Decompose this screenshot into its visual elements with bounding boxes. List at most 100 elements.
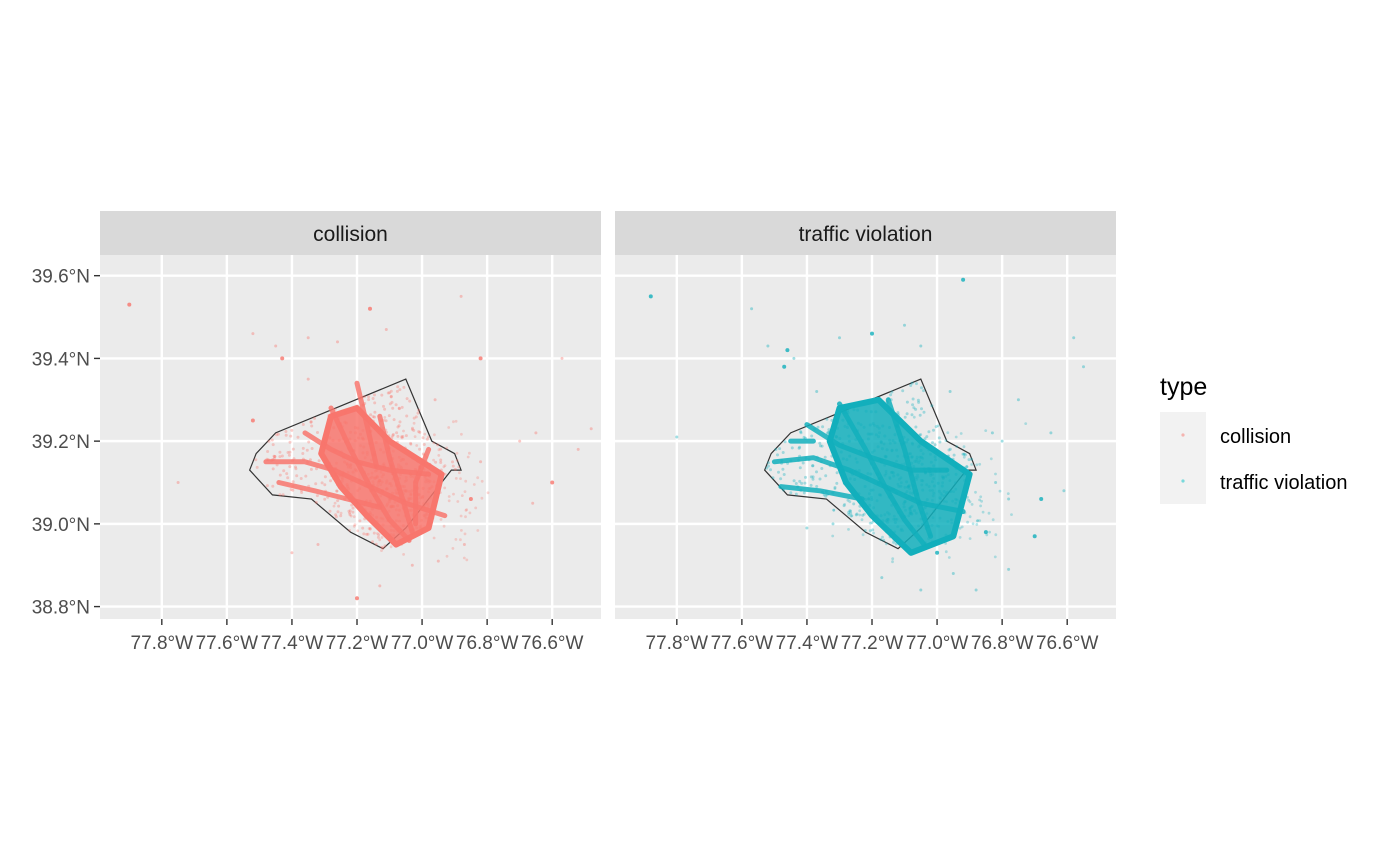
point bbox=[439, 461, 443, 464]
legend-label-traffic-violation: traffic violation bbox=[1220, 472, 1347, 494]
point bbox=[267, 439, 271, 443]
point bbox=[413, 487, 417, 491]
outlier-point bbox=[1049, 431, 1053, 435]
point bbox=[362, 403, 365, 407]
point bbox=[265, 457, 269, 461]
point bbox=[349, 430, 352, 434]
point bbox=[282, 469, 286, 473]
point bbox=[422, 514, 426, 517]
point bbox=[774, 448, 778, 451]
point bbox=[381, 517, 385, 521]
point bbox=[314, 500, 318, 504]
point bbox=[854, 469, 858, 473]
point bbox=[393, 495, 396, 499]
point bbox=[370, 458, 373, 462]
point bbox=[412, 428, 416, 432]
point bbox=[402, 385, 406, 389]
point bbox=[869, 462, 873, 466]
point bbox=[869, 488, 873, 492]
point bbox=[883, 434, 887, 438]
point bbox=[932, 477, 936, 480]
point bbox=[780, 459, 784, 462]
point bbox=[933, 540, 937, 544]
point bbox=[443, 486, 447, 490]
point bbox=[353, 431, 357, 435]
point bbox=[412, 519, 416, 522]
point bbox=[348, 463, 352, 467]
point bbox=[392, 418, 396, 422]
point bbox=[415, 444, 419, 447]
x-tick-label-5: 76.8°W bbox=[971, 633, 1034, 654]
point bbox=[954, 497, 958, 501]
point bbox=[841, 469, 845, 473]
point bbox=[412, 515, 416, 519]
point bbox=[323, 475, 327, 479]
point bbox=[397, 476, 401, 480]
point bbox=[954, 481, 957, 485]
point bbox=[418, 447, 422, 451]
point bbox=[862, 476, 865, 480]
point bbox=[410, 428, 414, 431]
point bbox=[899, 528, 903, 532]
point bbox=[465, 558, 469, 562]
point bbox=[480, 496, 484, 500]
point bbox=[391, 434, 395, 438]
point bbox=[777, 470, 780, 474]
point bbox=[854, 513, 858, 517]
point bbox=[361, 451, 365, 455]
point bbox=[383, 407, 387, 411]
point bbox=[411, 457, 415, 460]
point bbox=[324, 489, 328, 493]
point bbox=[451, 547, 455, 550]
point bbox=[825, 417, 829, 421]
point bbox=[852, 408, 856, 412]
point bbox=[846, 426, 849, 429]
point bbox=[895, 517, 899, 521]
point bbox=[952, 490, 956, 493]
point bbox=[367, 395, 371, 399]
point bbox=[373, 453, 377, 457]
point bbox=[345, 483, 349, 487]
point bbox=[907, 514, 911, 518]
point bbox=[460, 494, 464, 497]
point bbox=[970, 463, 973, 466]
point bbox=[346, 446, 350, 450]
point bbox=[944, 475, 948, 478]
point bbox=[422, 467, 426, 471]
outlier-point bbox=[478, 356, 483, 361]
point bbox=[883, 513, 887, 517]
point bbox=[901, 529, 905, 532]
point bbox=[409, 528, 413, 532]
outlier-point bbox=[384, 328, 388, 331]
point bbox=[415, 497, 419, 501]
point bbox=[881, 424, 885, 428]
point bbox=[955, 445, 959, 448]
point bbox=[875, 499, 879, 503]
point bbox=[925, 446, 929, 450]
outlier-point bbox=[983, 530, 988, 535]
point bbox=[384, 487, 388, 491]
point bbox=[921, 457, 925, 460]
point bbox=[910, 381, 914, 385]
point bbox=[367, 527, 371, 530]
point bbox=[893, 530, 897, 534]
point bbox=[928, 489, 932, 492]
point bbox=[799, 430, 803, 434]
point bbox=[975, 519, 979, 523]
point bbox=[867, 497, 870, 501]
point bbox=[463, 532, 467, 536]
point bbox=[891, 439, 895, 443]
point bbox=[389, 497, 392, 501]
point bbox=[408, 472, 412, 475]
point bbox=[906, 468, 909, 472]
point bbox=[386, 537, 390, 541]
point bbox=[334, 474, 338, 478]
point bbox=[370, 475, 374, 479]
point bbox=[367, 479, 371, 483]
point bbox=[367, 398, 371, 402]
point bbox=[914, 425, 918, 429]
point bbox=[345, 462, 349, 465]
point bbox=[376, 481, 380, 484]
point bbox=[400, 435, 403, 439]
point bbox=[894, 491, 898, 495]
